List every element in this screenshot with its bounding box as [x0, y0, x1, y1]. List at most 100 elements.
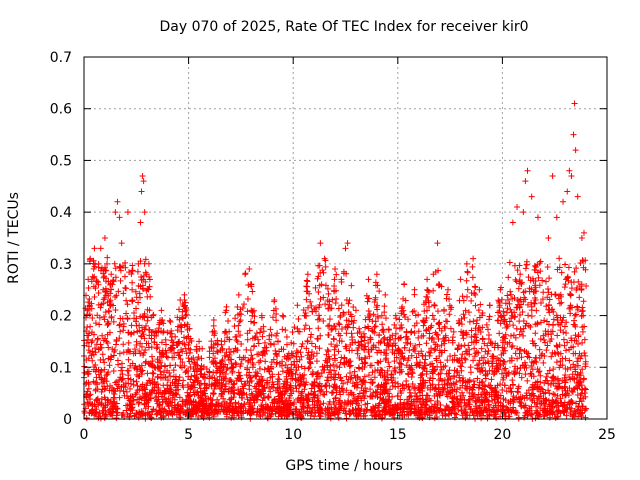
- data-point: [226, 378, 233, 385]
- data-point: [206, 354, 213, 361]
- data-point: [331, 282, 338, 289]
- data-point: [133, 378, 140, 385]
- data-point: [112, 306, 119, 313]
- data-point: [454, 368, 461, 375]
- data-point: [441, 323, 448, 330]
- data-point: [453, 411, 460, 418]
- data-point: [144, 317, 151, 324]
- data-point: [177, 362, 184, 369]
- data-point: [533, 307, 540, 314]
- data-point: [514, 296, 521, 303]
- data-point: [536, 346, 543, 353]
- data-point: [283, 375, 290, 382]
- data-point: [280, 380, 287, 387]
- data-point: [335, 348, 342, 355]
- data-point: [510, 322, 517, 329]
- data-point: [423, 314, 430, 321]
- data-point: [351, 383, 358, 390]
- data-point: [503, 404, 510, 411]
- data-point: [218, 403, 225, 410]
- data-point: [142, 346, 149, 353]
- data-point: [139, 328, 146, 335]
- data-point: [553, 359, 560, 366]
- data-point: [516, 298, 523, 305]
- data-point: [144, 380, 151, 387]
- data-point: [578, 382, 585, 389]
- data-point: [340, 310, 347, 317]
- data-point: [573, 265, 580, 272]
- data-point: [479, 367, 486, 374]
- data-point: [518, 328, 525, 335]
- data-point: [272, 350, 279, 357]
- data-point: [552, 291, 559, 298]
- data-point: [145, 403, 152, 410]
- data-point: [112, 265, 119, 272]
- data-point: [518, 354, 525, 361]
- data-point: [466, 401, 473, 408]
- data-point: [128, 330, 135, 337]
- data-point: [331, 381, 338, 388]
- data-point: [556, 300, 563, 307]
- data-point: [246, 399, 253, 406]
- data-point: [582, 257, 589, 264]
- data-point: [546, 275, 553, 282]
- data-point: [326, 382, 333, 389]
- data-point: [376, 332, 383, 339]
- data-point: [180, 315, 187, 322]
- data-point: [570, 317, 577, 324]
- data-point: [178, 346, 185, 353]
- data-point: [308, 340, 315, 347]
- data-point: [285, 356, 292, 363]
- data-point: [338, 354, 345, 361]
- data-point: [265, 394, 272, 401]
- data-point: [532, 321, 539, 328]
- data-point: [335, 305, 342, 312]
- data-point: [488, 340, 495, 347]
- data-point: [167, 362, 174, 369]
- data-point: [483, 321, 490, 328]
- data-point: [314, 335, 321, 342]
- data-point: [177, 356, 184, 363]
- data-point: [125, 339, 132, 346]
- x-axis-label: GPS time / hours: [285, 458, 402, 474]
- data-point: [328, 389, 335, 396]
- data-point: [496, 330, 503, 337]
- data-point: [517, 271, 524, 278]
- data-point: [571, 322, 578, 329]
- data-point: [299, 340, 306, 347]
- data-point: [252, 333, 259, 340]
- data-point: [377, 358, 384, 365]
- data-point: [255, 359, 262, 366]
- data-point: [142, 256, 149, 263]
- data-point: [456, 297, 463, 304]
- data-point: [94, 335, 101, 342]
- data-point: [102, 285, 109, 292]
- data-point: [444, 291, 451, 298]
- data-point: [206, 348, 213, 355]
- data-point: [295, 328, 302, 335]
- data-point: [405, 383, 412, 390]
- x-tick-label: 20: [493, 427, 511, 443]
- data-point: [274, 385, 281, 392]
- data-point: [92, 345, 99, 352]
- data-point: [116, 322, 123, 329]
- data-point: [539, 350, 546, 357]
- data-point: [551, 391, 558, 398]
- data-point: [435, 320, 442, 327]
- data-point: [541, 409, 548, 416]
- data-point: [113, 415, 120, 422]
- data-point: [420, 365, 427, 372]
- data-point: [303, 296, 310, 303]
- data-point: [531, 300, 538, 307]
- data-point: [133, 338, 140, 345]
- data-point: [111, 390, 118, 397]
- data-point: [525, 312, 532, 319]
- data-point: [237, 403, 244, 410]
- data-point: [532, 278, 539, 285]
- data-point: [337, 359, 344, 366]
- data-point: [459, 389, 466, 396]
- data-point: [500, 333, 507, 340]
- data-point: [84, 324, 91, 331]
- data-point: [245, 357, 252, 364]
- data-point: [582, 363, 589, 370]
